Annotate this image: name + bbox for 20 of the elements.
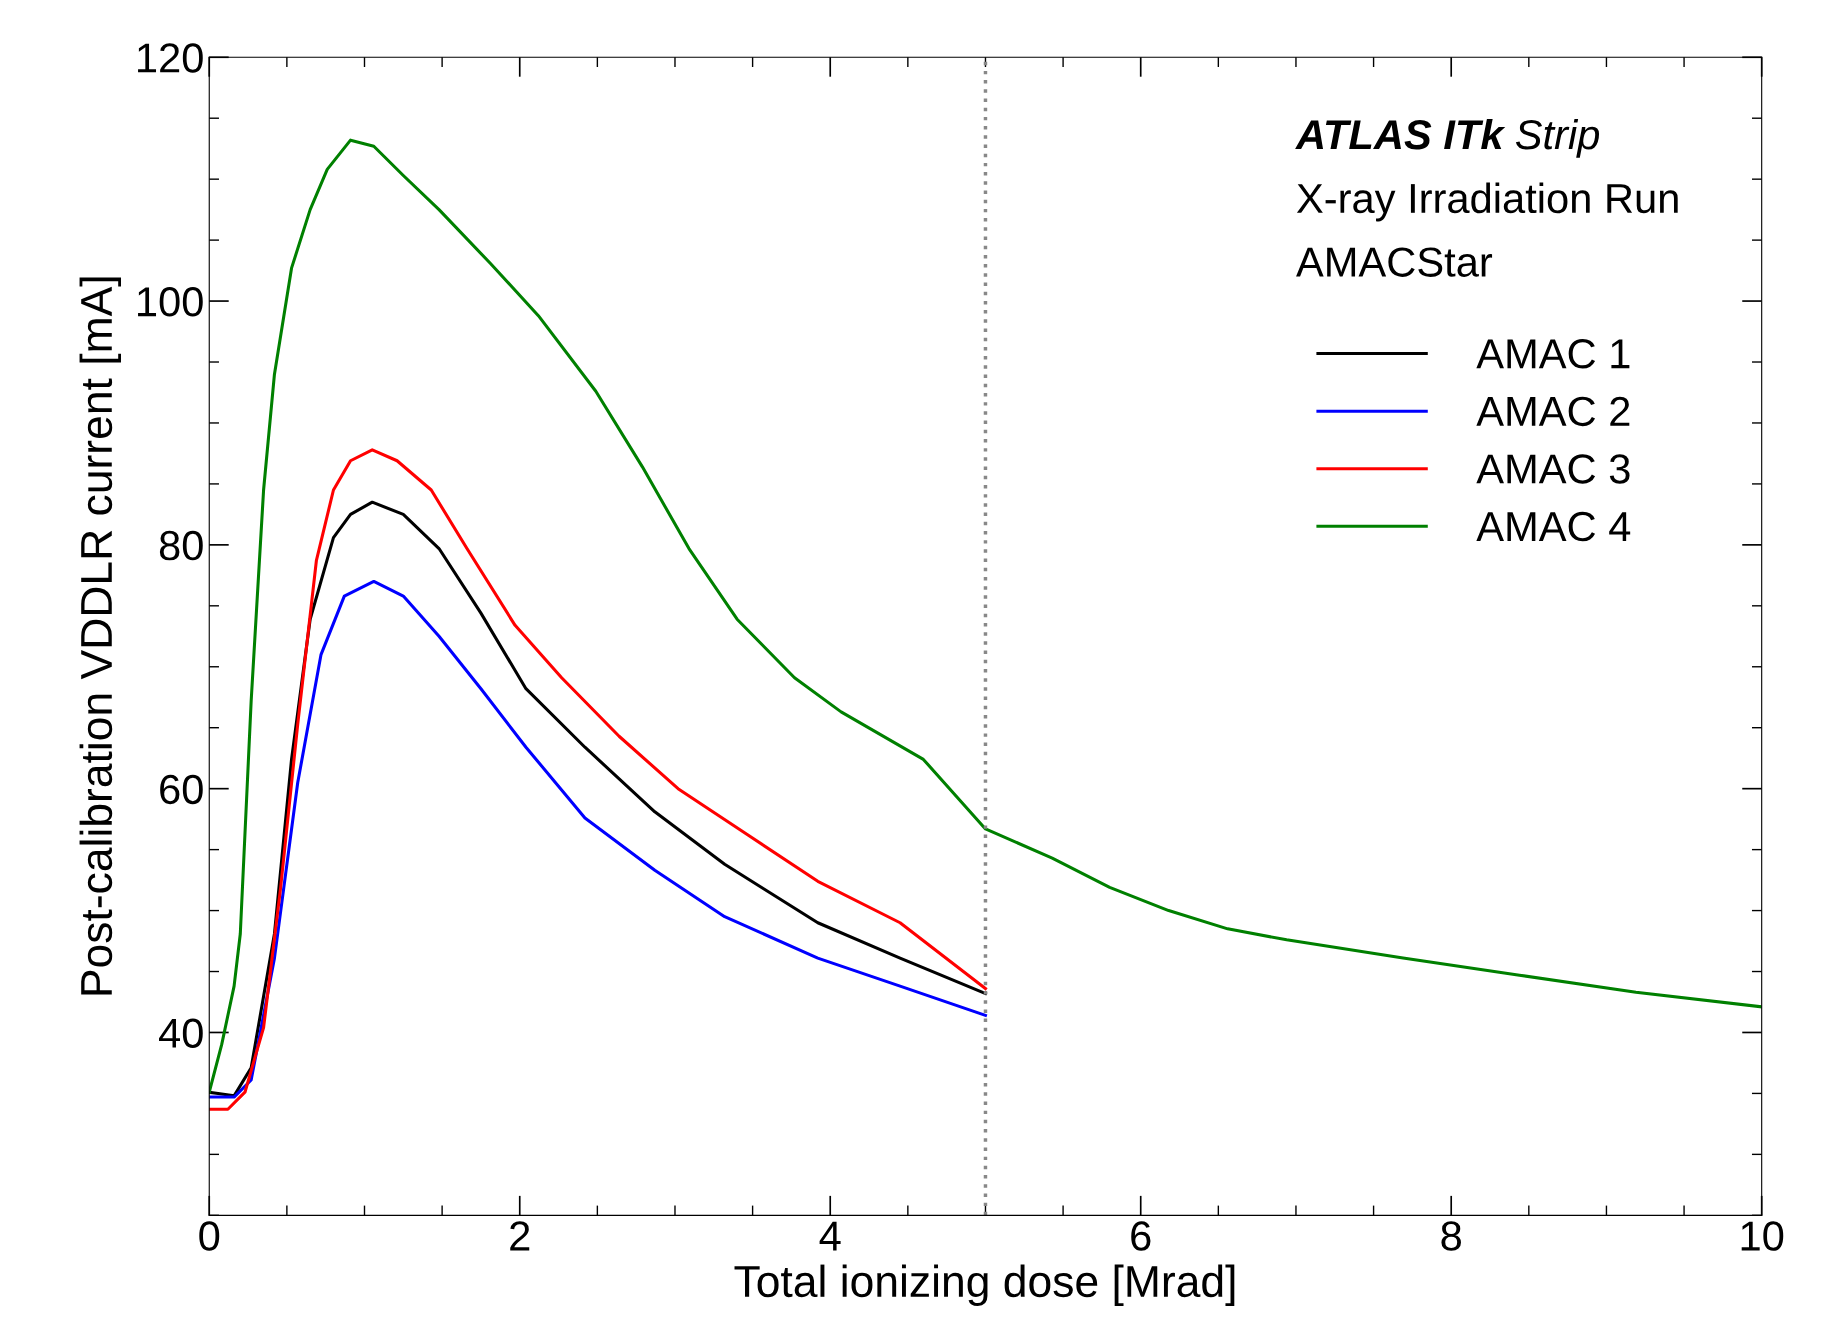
legend-label: AMAC 2 [1476,396,1630,427]
legend-label: AMAC 1 [1476,339,1630,369]
x-tick-label: 8 [1441,1221,1461,1251]
y-tick-label: 40 [159,1018,203,1048]
x-tick-label: 6 [1131,1221,1151,1251]
x-tick-label: 10 [1741,1221,1784,1251]
legend-label: AMAC 3 [1476,454,1630,484]
annotation: X-ray Irradiation Run [1296,182,1678,222]
x-tick-label: 0 [199,1221,220,1251]
y-axis-title: Post-calibration VDDLR current [mA] [79,277,121,995]
annotation: ATLAS ITk Strip [1295,118,1600,158]
y-tick-label: 60 [160,774,203,805]
y-tick-label: 100 [138,287,203,317]
legend-label: AMAC 4 [1476,511,1631,542]
x-axis-title: Total ionizing dose [Mrad] [734,1264,1235,1307]
y-tick-label: 80 [159,530,203,561]
x-tick-label: 2 [510,1221,530,1251]
x-tick-label: 4 [819,1221,841,1251]
annotation: AMACStar [1296,247,1493,277]
y-tick-label: 120 [138,43,203,73]
